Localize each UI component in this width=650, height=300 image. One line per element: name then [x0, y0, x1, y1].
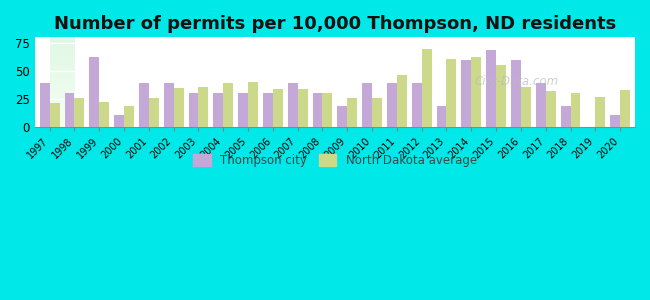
Bar — [372, 98, 382, 127]
Bar — [397, 75, 407, 127]
Bar — [610, 115, 620, 127]
Bar — [64, 93, 74, 127]
Bar — [486, 50, 496, 127]
Bar — [546, 91, 556, 127]
Bar — [471, 58, 481, 127]
Bar — [49, 103, 60, 127]
Bar — [411, 83, 422, 127]
Bar — [174, 88, 183, 127]
Bar — [288, 83, 298, 127]
Bar — [322, 93, 332, 127]
Bar — [620, 90, 630, 127]
Bar — [462, 60, 471, 127]
Bar — [496, 65, 506, 127]
Bar — [188, 93, 198, 127]
Bar — [74, 98, 85, 127]
Bar — [313, 93, 322, 127]
Bar — [40, 83, 49, 127]
Bar — [263, 93, 273, 127]
Bar — [595, 97, 605, 127]
Bar — [362, 83, 372, 127]
Bar — [422, 49, 432, 127]
Bar — [164, 83, 174, 127]
Bar — [248, 82, 258, 127]
Bar — [89, 58, 99, 127]
Bar — [560, 106, 571, 127]
Bar — [521, 87, 531, 127]
Bar — [298, 89, 307, 127]
Bar — [273, 89, 283, 127]
Legend: Thompson city, North Dakota average: Thompson city, North Dakota average — [187, 148, 483, 173]
Bar — [437, 106, 447, 127]
Bar — [447, 58, 456, 127]
Bar — [198, 87, 209, 127]
Bar — [124, 106, 134, 127]
Bar — [571, 93, 580, 127]
Bar — [337, 106, 347, 127]
Text: City-Data.com: City-Data.com — [474, 74, 558, 88]
Bar — [536, 83, 546, 127]
Bar — [139, 83, 149, 127]
Bar — [347, 98, 358, 127]
Bar — [387, 83, 397, 127]
Bar — [114, 115, 124, 127]
Title: Number of permits per 10,000 Thompson, ND residents: Number of permits per 10,000 Thompson, N… — [54, 15, 616, 33]
Bar — [149, 98, 159, 127]
Bar — [213, 93, 223, 127]
Bar — [238, 93, 248, 127]
Bar — [223, 83, 233, 127]
Bar — [99, 102, 109, 127]
Bar — [511, 60, 521, 127]
